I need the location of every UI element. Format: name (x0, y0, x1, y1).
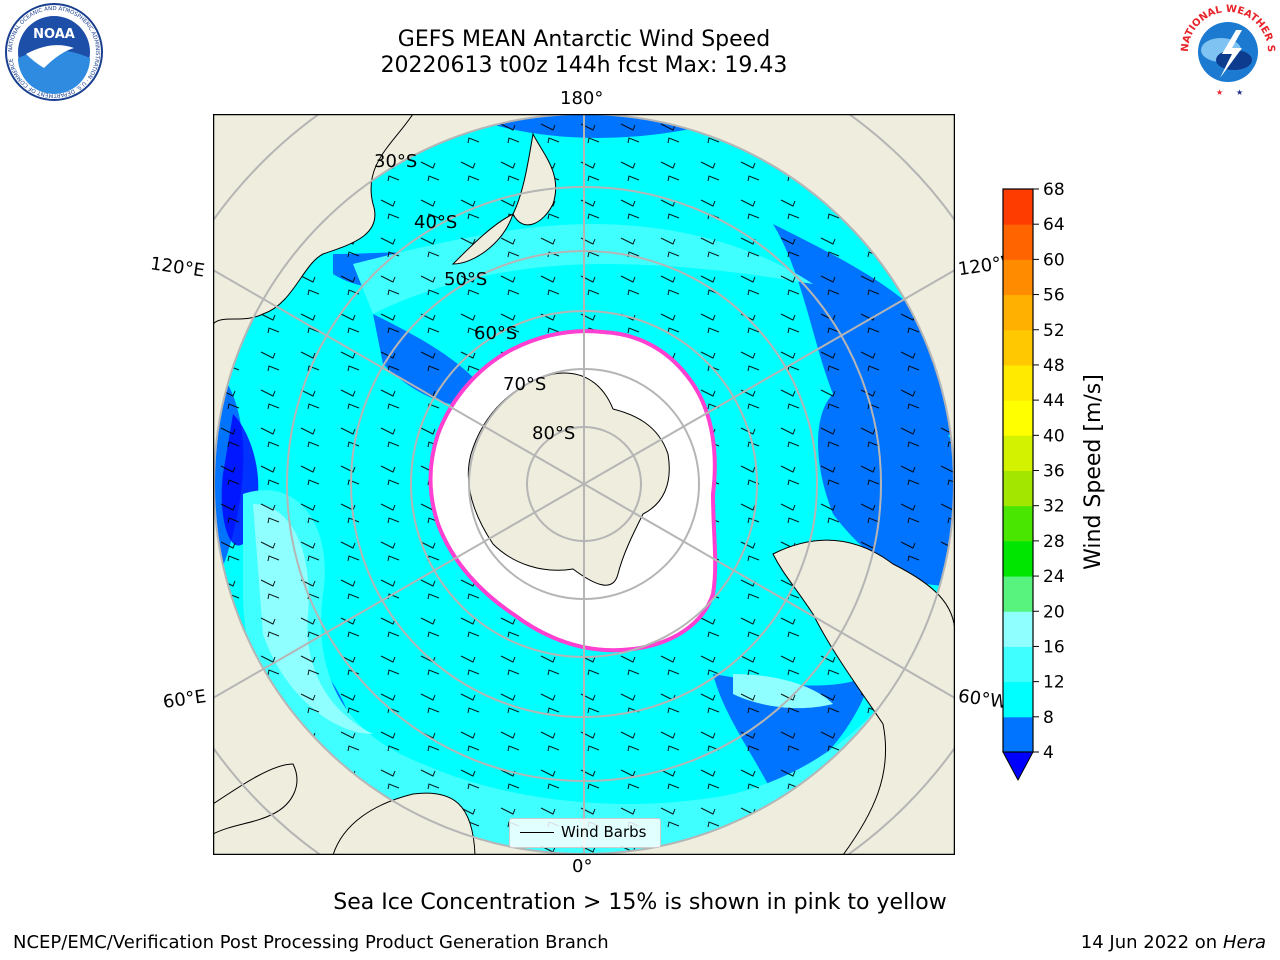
colorbar-tick-label: 24 (1043, 567, 1065, 587)
colorbar-tick-label: 28 (1043, 532, 1065, 552)
chart-title: GEFS MEAN Antarctic Wind Speed (397, 27, 771, 52)
colorbar-segment (1003, 364, 1033, 401)
colorbar-tick-label: 68 (1043, 182, 1065, 200)
lon-label-60e: 60°E (161, 686, 208, 713)
legend-label: Wind Barbs (561, 823, 647, 841)
footer-host: Hera (1222, 932, 1266, 953)
colorbar-tick-label: 64 (1043, 215, 1065, 235)
colorbar-tick-label: 44 (1043, 391, 1065, 411)
map-panel: 30°S 40°S 50°S 60°S 70°S 80°S Wind Barbs (212, 113, 956, 856)
colorbar-tick-label: 8 (1043, 708, 1054, 728)
lon-label-0: 0° (572, 856, 593, 877)
lat-label-40s: 40°S (414, 212, 458, 233)
lon-label-180: 180° (560, 88, 604, 109)
colorbar-segment (1003, 540, 1033, 577)
colorbar-under-arrow (1002, 751, 1034, 782)
colorbar-tick-label: 60 (1043, 250, 1065, 270)
map-border (212, 113, 956, 856)
colorbar-segment (1003, 716, 1033, 753)
polar-map (212, 113, 956, 856)
noaa-logo: NATIONAL OCEANIC AND ATMOSPHERIC ADMINIS… (5, 3, 103, 101)
colorbar-tick-label: 36 (1043, 462, 1065, 482)
lat-label-60s: 60°S (474, 323, 518, 344)
colorbar-tick-label: 40 (1043, 426, 1065, 446)
colorbar-tick-label: 12 (1043, 673, 1065, 693)
footer-date-text: 14 Jun 2022 on (1080, 932, 1218, 953)
noaa-text: NOAA (33, 27, 75, 42)
colorbar-segment (1003, 294, 1033, 331)
colorbar-segment (1003, 259, 1033, 296)
svg-text:★: ★ (1216, 88, 1223, 97)
sea-ice-note: Sea Ice Concentration > 15% is shown in … (333, 890, 947, 915)
colorbar-tick-label: 32 (1043, 497, 1065, 517)
colorbar-tick-label: 20 (1043, 602, 1065, 622)
colorbar-segment (1003, 400, 1033, 436)
footer-date: 14 Jun 2022 on Hera (1081, 932, 1266, 953)
colorbar-tick-label: 16 (1043, 637, 1065, 657)
lon-label-120e: 120°E (148, 253, 206, 282)
colorbar-segment (1003, 681, 1033, 718)
colorbar-label: Wind Speed [m/s] (1081, 374, 1106, 570)
colorbar-tick-label: 4 (1043, 743, 1054, 763)
lat-label-70s: 70°S (503, 374, 547, 395)
colorbar-segment (1003, 329, 1033, 366)
colorbar-tick-label: 52 (1043, 321, 1065, 341)
colorbar-segment (1003, 611, 1033, 647)
colorbar-segment (1003, 435, 1033, 471)
lat-label-30s: 30°S (374, 151, 418, 172)
colorbar-tick-label: 56 (1043, 286, 1065, 306)
colorbar-segment (1003, 646, 1033, 683)
lat-label-80s: 80°S (532, 423, 576, 444)
footer-credit: NCEP/EMC/Verification Post Processing Pr… (13, 932, 609, 953)
chart-subtitle: 20220613 t00z 144h fcst Max: 19.43 (380, 53, 788, 78)
legend-line-swatch (520, 832, 554, 833)
colorbar-segment (1003, 189, 1033, 225)
nws-logo: NATIONAL WEATHER SERVICE ★ ★ (1176, 2, 1276, 97)
colorbar-segment (1003, 224, 1033, 260)
colorbar-segment (1003, 576, 1033, 612)
antarctica (467, 372, 670, 586)
lat-label-50s: 50°S (444, 269, 488, 290)
colorbar-segment (1003, 470, 1033, 507)
colorbar-segment (1003, 505, 1033, 542)
colorbar-tick-label: 48 (1043, 356, 1065, 376)
svg-text:★: ★ (1236, 88, 1243, 97)
map-legend: Wind Barbs (509, 818, 661, 848)
